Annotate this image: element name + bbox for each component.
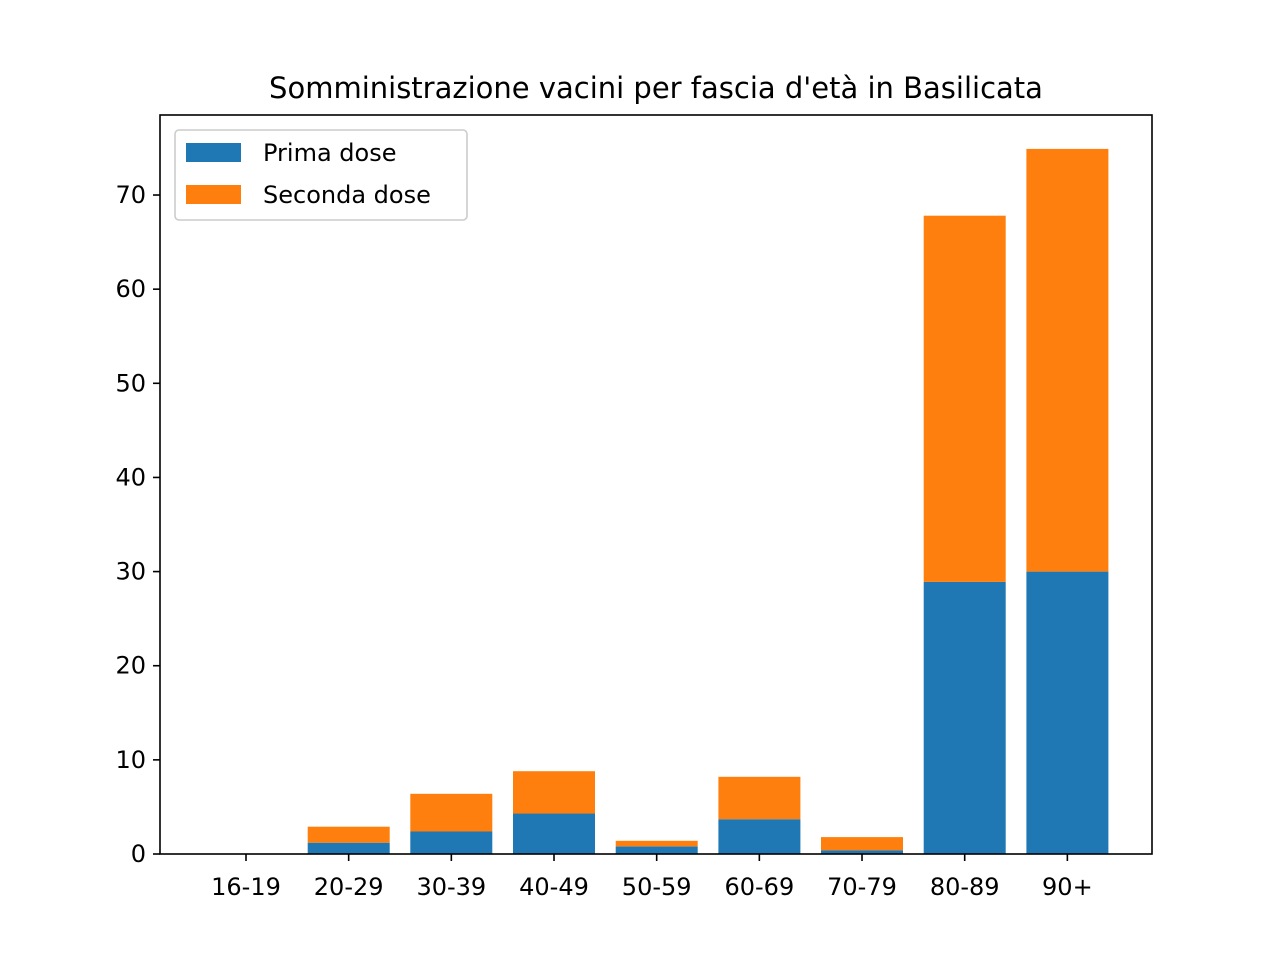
bar-seconda-dose-60-69 bbox=[718, 776, 801, 820]
bar-seconda-dose-40-49 bbox=[513, 771, 595, 814]
bar-seconda-dose-30-39 bbox=[410, 793, 493, 832]
bars-group bbox=[307, 148, 1109, 854]
bar-seconda-dose-90+ bbox=[1026, 148, 1109, 572]
x-tick-label-30-39: 30-39 bbox=[416, 873, 486, 901]
x-tick-label-80-89: 80-89 bbox=[930, 873, 1000, 901]
x-tick-label-16-19: 16-19 bbox=[211, 873, 281, 901]
bar-seconda-dose-80-89 bbox=[923, 215, 1006, 582]
bar-prima-dose-20-29 bbox=[307, 842, 390, 854]
x-tick-label-90+: 90+ bbox=[1042, 873, 1093, 901]
bar-seconda-dose-50-59 bbox=[615, 840, 698, 847]
legend-label-seconda-dose: Seconda dose bbox=[263, 181, 431, 209]
legend-swatch-prima-dose bbox=[186, 143, 241, 162]
chart-title: Somministrazione vacini per fascia d'età… bbox=[269, 71, 1043, 105]
y-tick-label-50: 50 bbox=[115, 369, 146, 397]
axes-group: 0 10 20 30 40 50 60 70 16-19 20-29 30-39 40-49 50-59… bbox=[115, 114, 1153, 901]
bar-prima-dose-50-59 bbox=[615, 846, 698, 854]
x-tick-label-50-59: 50-59 bbox=[622, 873, 692, 901]
y-tick-label-40: 40 bbox=[115, 463, 146, 491]
bar-prima-dose-80-89 bbox=[923, 581, 1006, 854]
bar-prima-dose-30-39 bbox=[410, 831, 493, 854]
bar-prima-dose-70-79 bbox=[821, 850, 903, 854]
bar-prima-dose-60-69 bbox=[718, 819, 801, 854]
y-tick-label-30: 30 bbox=[115, 558, 146, 586]
legend-box bbox=[174, 129, 468, 221]
x-tick-label-40-49: 40-49 bbox=[519, 873, 589, 901]
y-tick-label-0: 0 bbox=[131, 840, 146, 868]
legend-label-prima-dose: Prima dose bbox=[263, 139, 397, 167]
x-tick-label-60-69: 60-69 bbox=[724, 873, 794, 901]
bar-seconda-dose-20-29 bbox=[307, 826, 390, 843]
y-tick-label-20: 20 bbox=[115, 652, 146, 680]
x-tick-label-70-79: 70-79 bbox=[827, 873, 897, 901]
y-tick-label-70: 70 bbox=[115, 181, 146, 209]
bar-prima-dose-90+ bbox=[1026, 571, 1109, 854]
y-tick-label-10: 10 bbox=[115, 746, 146, 774]
bar-prima-dose-40-49 bbox=[513, 813, 595, 854]
legend: Prima dose Seconda dose bbox=[174, 129, 468, 221]
bar-seconda-dose-70-79 bbox=[821, 837, 903, 851]
x-tick-label-20-29: 20-29 bbox=[314, 873, 384, 901]
legend-swatch-seconda-dose bbox=[186, 185, 241, 204]
y-tick-label-60: 60 bbox=[115, 275, 146, 303]
